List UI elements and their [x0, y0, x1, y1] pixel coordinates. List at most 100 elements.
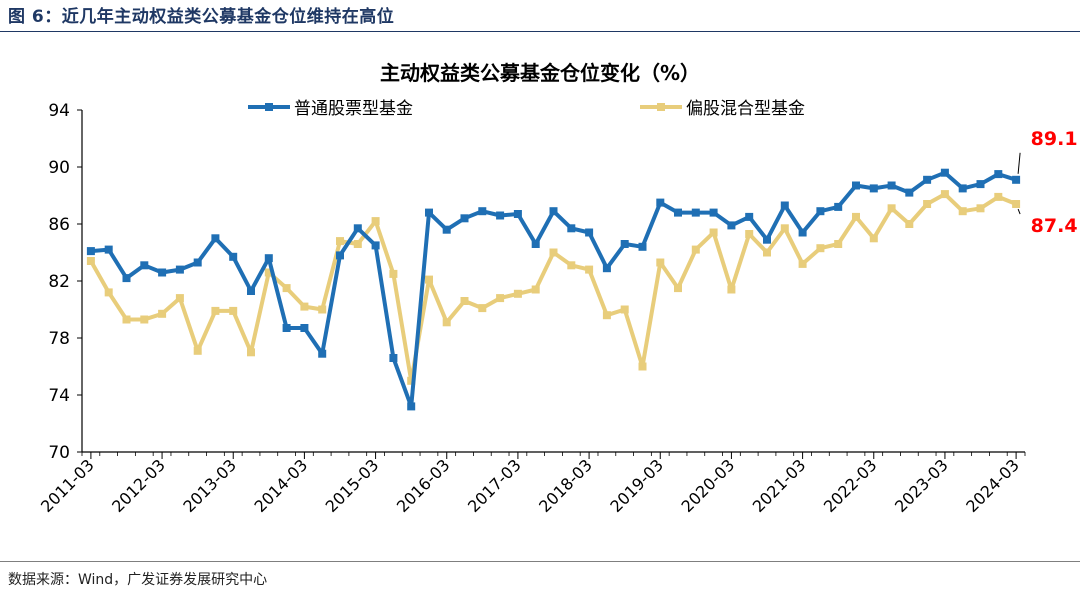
line-chart: 主动权益类公募基金仓位变化（%） 普通股票型基金 偏股混合型基金 70 74 78 8…	[37, 61, 1078, 516]
series-0-point	[353, 224, 362, 233]
annotation-leader	[1017, 152, 1021, 174]
series-1-point	[549, 248, 558, 257]
series-1-point	[229, 306, 238, 315]
source-rule	[0, 561, 1080, 562]
series-0-point	[211, 234, 220, 243]
series-0-point	[976, 180, 985, 189]
series-0-point	[1012, 175, 1021, 184]
series-1-point	[193, 346, 202, 355]
series-1-point	[282, 284, 291, 293]
series-0-point	[923, 175, 932, 184]
series-1-point	[709, 228, 718, 237]
series-1-point	[442, 318, 451, 327]
y-tick-label: 86	[48, 215, 70, 235]
series-1-point	[300, 302, 309, 311]
series-0-point	[834, 202, 843, 211]
legend-label-0: 普通股票型基金	[294, 99, 413, 119]
series-0-point	[513, 210, 522, 218]
series-0-point	[727, 221, 736, 230]
x-tick-label: 2021-03	[749, 455, 810, 516]
series-1-point	[763, 248, 771, 257]
legend-marker-0	[265, 103, 273, 111]
legend: 普通股票型基金 偏股混合型基金	[248, 99, 805, 119]
series-1-point	[994, 192, 1003, 201]
series-1-point	[247, 348, 255, 357]
series-0-point	[86, 247, 95, 256]
x-tick-label: 2012-03	[108, 455, 169, 516]
series-1-point	[371, 217, 380, 226]
x-tick-label: 2014-03	[251, 455, 312, 516]
caption-rule	[0, 31, 1080, 32]
series-0-point	[585, 228, 594, 237]
series-1-point	[585, 265, 594, 274]
series-1-point	[140, 315, 149, 324]
series-0-point	[869, 184, 878, 193]
series-0-point	[264, 254, 273, 263]
series-1-point	[389, 269, 398, 278]
figure-caption: 图 6：近几年主动权益类公募基金仓位维持在高位	[8, 7, 395, 27]
series-0-point	[549, 207, 558, 216]
legend-item-0: 普通股票型基金	[248, 99, 413, 119]
series-0-point	[674, 208, 682, 217]
series-0-point	[656, 198, 665, 207]
series-1-point	[353, 240, 362, 248]
series-0-point	[816, 207, 825, 216]
series-0-point	[282, 324, 291, 332]
series-1-point	[602, 311, 611, 320]
series-1-point	[104, 288, 113, 297]
series-0-point	[940, 168, 949, 177]
annotation-label: 89.1	[1031, 128, 1078, 150]
series-1-point	[798, 259, 807, 268]
series-0-point	[620, 240, 629, 248]
series-0-point	[567, 224, 576, 233]
series-0-point	[709, 208, 718, 217]
x-tick-label: 2016-03	[393, 455, 454, 516]
series-0-point	[478, 207, 487, 216]
series-0-point	[371, 241, 380, 250]
series-1-point	[318, 305, 327, 314]
series-0-point	[122, 274, 131, 283]
series-0-point	[798, 228, 807, 237]
legend-marker-1	[657, 103, 665, 111]
series-0-point	[780, 201, 789, 210]
annotation-layer: 89.1 87.4	[1017, 128, 1078, 237]
x-tick-label: 2023-03	[891, 455, 952, 516]
series-1-point	[460, 297, 469, 305]
x-tick-label: 2011-03	[37, 455, 98, 516]
series-1-point	[496, 294, 505, 303]
series-0-point	[745, 212, 754, 221]
annotation-leader	[1017, 208, 1021, 215]
y-tick-label: 78	[48, 329, 70, 349]
series-0-point	[496, 211, 505, 220]
series-1-point	[745, 230, 754, 238]
series-0-point	[531, 240, 540, 248]
series-1-point	[478, 304, 487, 313]
series-1-point	[122, 315, 131, 324]
series-1-point	[175, 294, 184, 303]
series-0-point	[158, 268, 167, 277]
x-tick-label: 2024-03	[962, 455, 1023, 516]
series-0-point	[763, 235, 771, 244]
series-1-point	[976, 204, 985, 213]
series-0-point	[994, 170, 1003, 179]
series-0-point	[905, 188, 914, 197]
series-1-point	[674, 284, 682, 293]
series-1-point	[940, 190, 949, 199]
series-0-point	[425, 208, 433, 217]
x-tick-label: 2013-03	[179, 455, 240, 516]
series-0-point	[958, 184, 967, 193]
x-tick-label: 2018-03	[535, 455, 596, 516]
x-tick-label: 2020-03	[678, 455, 739, 516]
series-1-point	[620, 305, 629, 314]
series-1-point	[816, 244, 825, 253]
series-0-point	[247, 287, 255, 295]
series-1-point	[923, 200, 932, 208]
x-tick-label: 2022-03	[820, 455, 881, 516]
series-0-point	[602, 264, 611, 273]
series-0-point	[407, 402, 416, 411]
x-tick-label: 2017-03	[464, 455, 525, 516]
series-0-point	[104, 245, 113, 254]
series-0-point	[460, 214, 469, 223]
series-layer	[86, 168, 1021, 411]
series-1-point	[86, 257, 95, 265]
